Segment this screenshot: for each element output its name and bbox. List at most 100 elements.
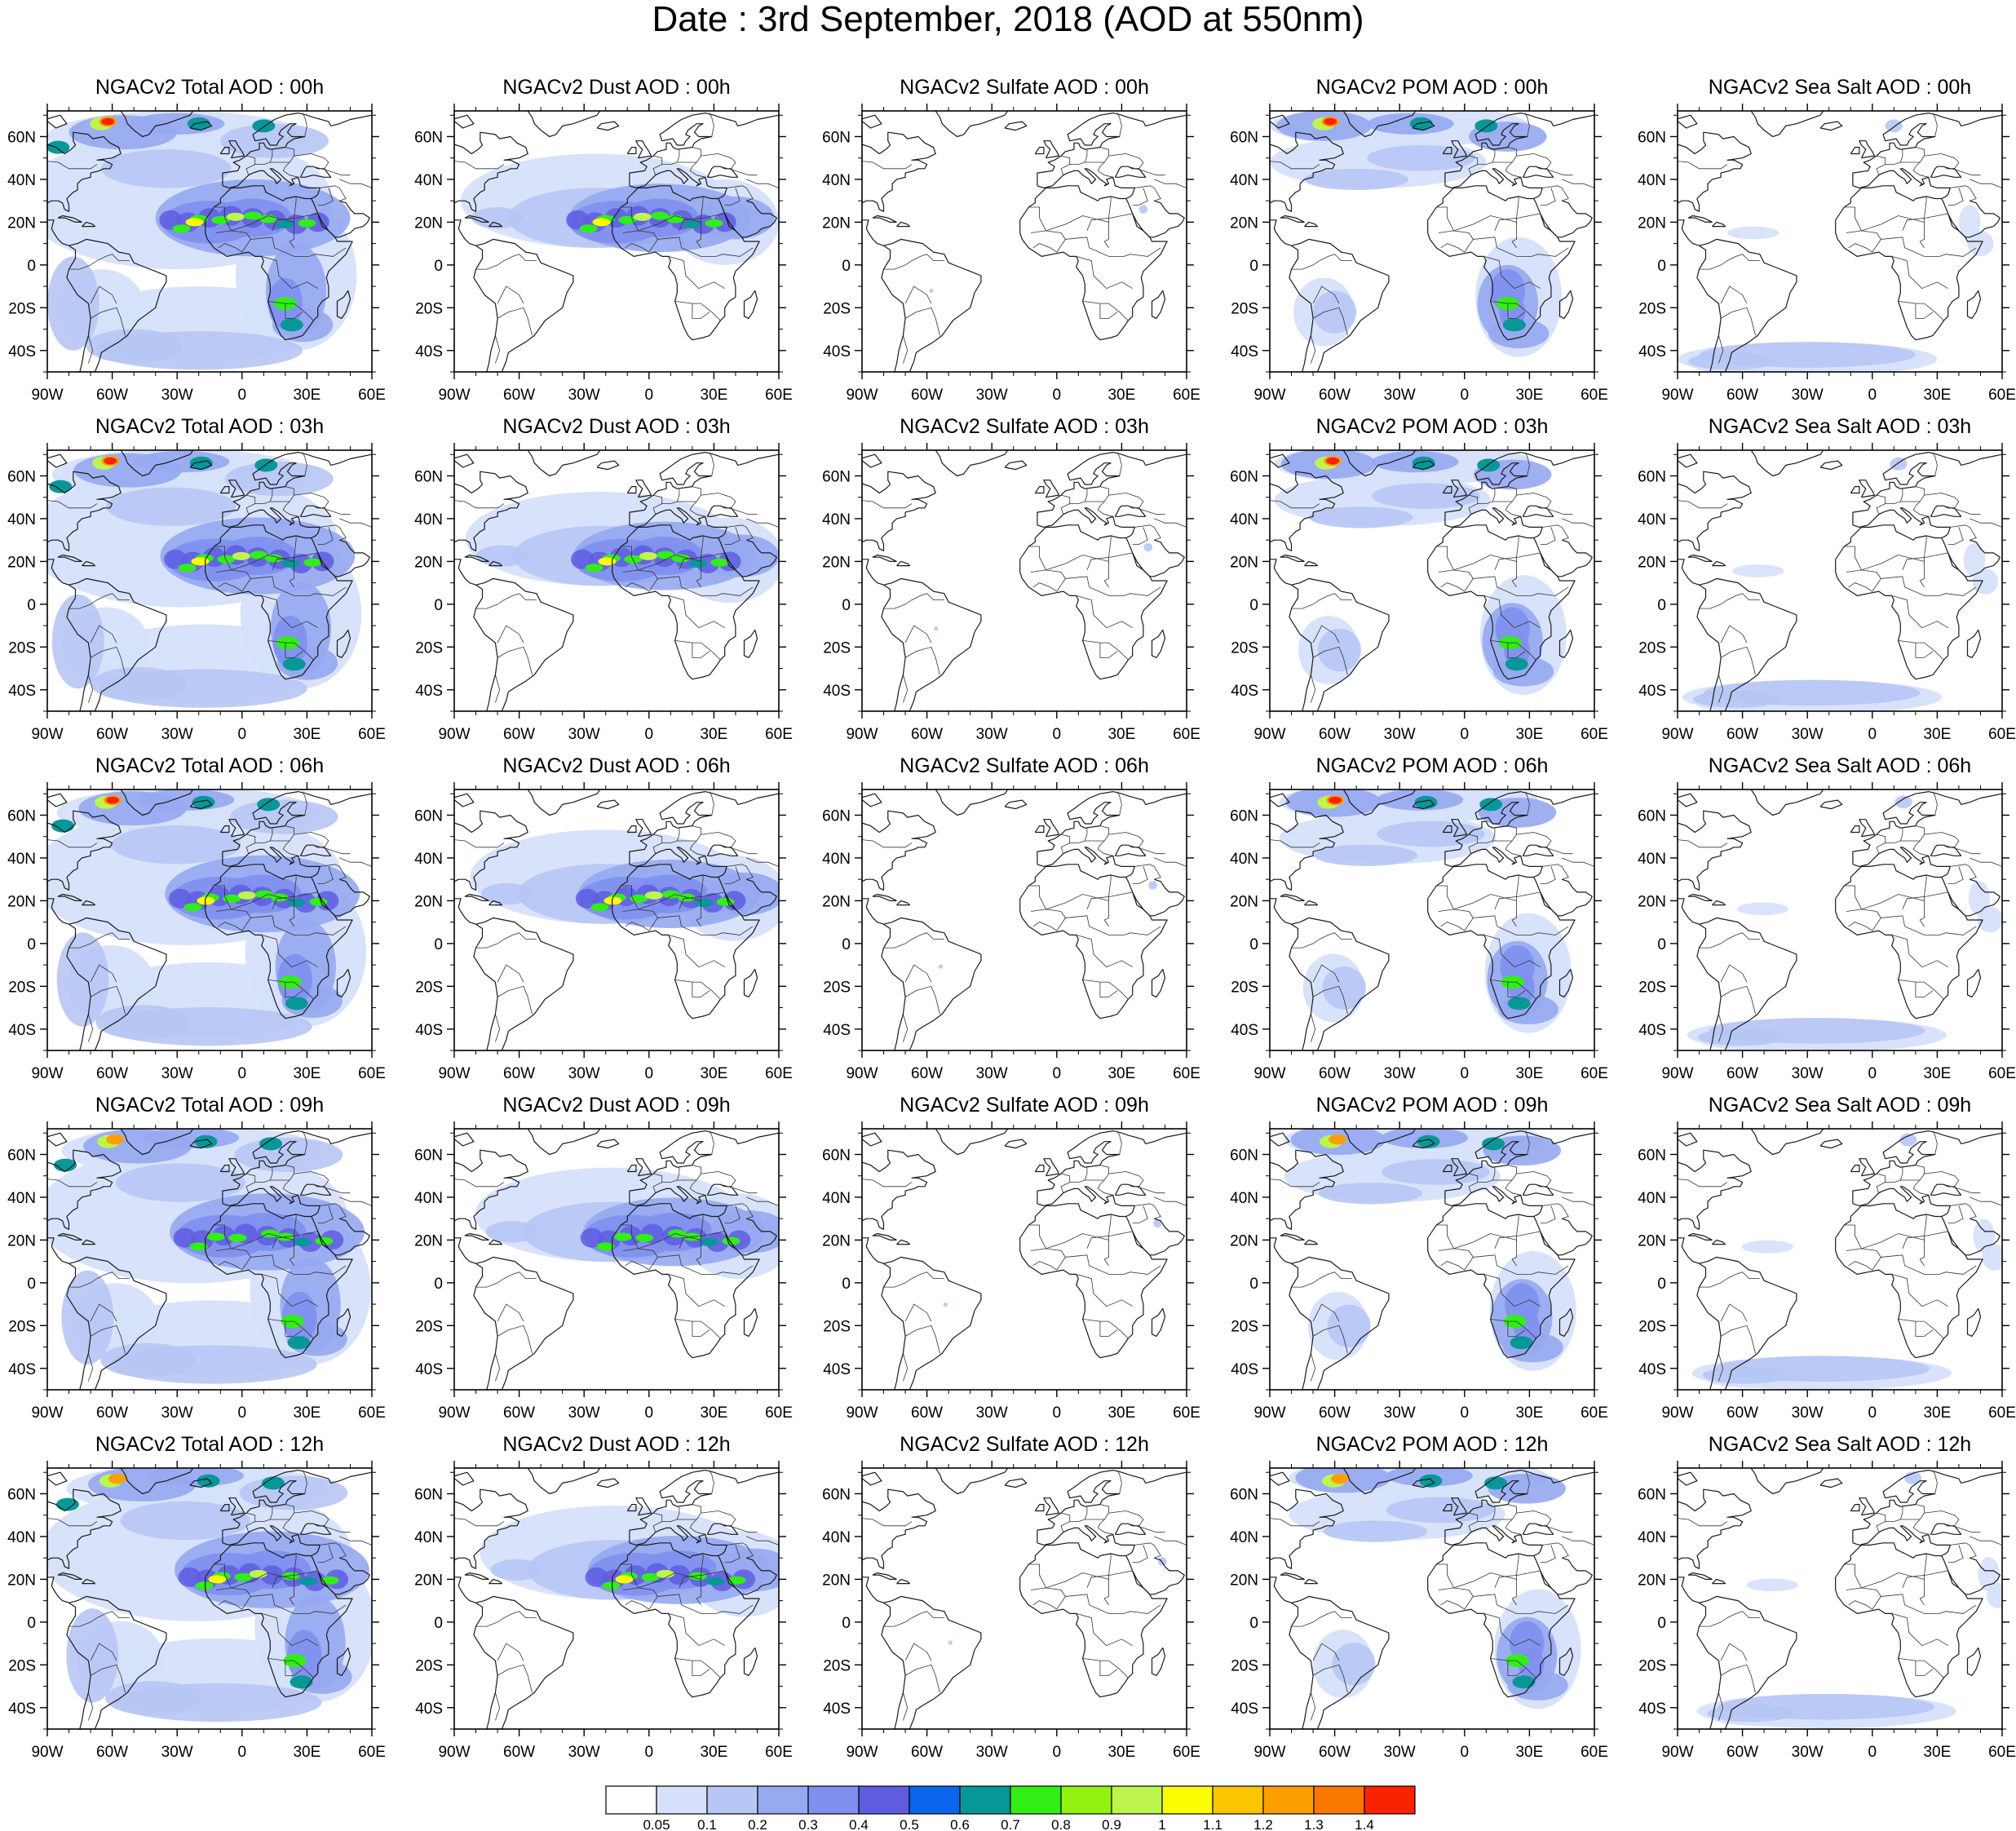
lon-tick-label: 60E xyxy=(765,387,793,404)
coastline xyxy=(1427,524,1576,680)
lon-tick-label: 60E xyxy=(1173,387,1200,404)
lon-tick-label: 90W xyxy=(1661,726,1693,743)
country-borders xyxy=(454,1470,779,1721)
country-border xyxy=(1270,1518,1320,1527)
country-border xyxy=(1699,1272,1760,1288)
country-border xyxy=(1902,1231,1948,1249)
lat-tick-label: 60N xyxy=(1638,807,1666,825)
lon-tick-label: 30E xyxy=(1923,1744,1951,1761)
coastlines xyxy=(454,450,779,711)
map-content xyxy=(1270,789,1594,1050)
map-content xyxy=(1678,111,2002,372)
map-frame xyxy=(1269,789,1595,1051)
coastline xyxy=(1522,1523,1554,1535)
country-border xyxy=(69,932,130,949)
coastline xyxy=(205,864,353,1019)
country-border xyxy=(1915,643,1934,658)
country-border xyxy=(1511,900,1517,927)
country-border xyxy=(1030,230,1161,257)
coastline xyxy=(1859,819,1876,838)
country-border xyxy=(1030,569,1161,596)
country-border xyxy=(261,595,318,629)
country-border xyxy=(317,866,334,884)
country-border xyxy=(1086,1231,1133,1249)
country-border xyxy=(1919,561,1925,588)
aod-hotspot xyxy=(228,1233,247,1242)
country-border xyxy=(1134,864,1161,880)
lon-tick-label: 30W xyxy=(1384,726,1416,743)
country-border xyxy=(4,1214,33,1225)
country-border xyxy=(289,561,294,588)
lon-tick-label: 30W xyxy=(1792,1065,1824,1082)
coastline xyxy=(489,1578,502,1585)
aod-hotspot xyxy=(237,891,256,900)
country-border xyxy=(218,918,251,931)
country-border xyxy=(475,932,537,949)
lat-tick-label: 20S xyxy=(415,979,443,996)
map-content xyxy=(47,450,372,711)
map-frame xyxy=(1269,1128,1595,1391)
map-frame xyxy=(861,449,1187,712)
panel-title: NGACv2 Sulfate AOD : 03h xyxy=(900,415,1149,438)
coastline xyxy=(1342,1468,1417,1495)
coastline xyxy=(454,114,475,129)
coastline xyxy=(1444,168,1543,200)
coastlines xyxy=(1270,1129,1594,1390)
aerosol-field xyxy=(929,205,1148,293)
country-border xyxy=(1440,918,1474,931)
country-border xyxy=(1097,840,1113,856)
aod-area xyxy=(56,932,109,1027)
country-border xyxy=(625,578,658,592)
map-frame xyxy=(453,1128,780,1391)
country-border xyxy=(1116,452,1122,476)
colorbar-swatch xyxy=(807,1785,860,1815)
coastline xyxy=(1034,486,1045,494)
country-border xyxy=(313,1523,351,1533)
lat-tick-label: 20N xyxy=(414,893,443,910)
coastline xyxy=(1852,791,2002,865)
aod-hotspot xyxy=(287,1336,311,1350)
colorbar-swatch xyxy=(605,1785,657,1815)
lat-tick-label: 60N xyxy=(822,1147,851,1164)
lat-tick-label: 0 xyxy=(1657,1276,1666,1293)
country-border xyxy=(1505,501,1521,517)
coastline xyxy=(473,577,574,711)
coastline xyxy=(1712,560,1726,567)
lat-tick-label: 40N xyxy=(1230,172,1258,189)
aod-area xyxy=(134,451,230,473)
country-border xyxy=(302,113,307,137)
lon-tick-label: 60E xyxy=(1173,1744,1200,1761)
aod-area xyxy=(696,554,719,574)
coastline xyxy=(66,1595,167,1729)
coastline xyxy=(205,524,353,680)
aod-area xyxy=(1899,1133,1917,1147)
coastline xyxy=(1342,111,1417,138)
country-border xyxy=(1084,1506,1088,1520)
country-border xyxy=(1524,1130,1530,1155)
country-border xyxy=(1490,1319,1536,1339)
country-border xyxy=(1846,909,1977,935)
map-content xyxy=(454,111,779,372)
country-border xyxy=(1898,1658,1944,1678)
aod-hotspot xyxy=(657,551,675,559)
aod-area xyxy=(1688,352,1775,370)
country-border xyxy=(720,505,758,515)
coastline xyxy=(1280,893,1305,901)
aod-area xyxy=(1317,628,1361,672)
coastline xyxy=(228,480,245,498)
country-border xyxy=(1947,188,1964,206)
lat-tick-label: 60N xyxy=(1638,129,1666,146)
map-panel-sulfate-06h: NGACv2 Sulfate AOD : 06h 90W 60W 30W 0 30E 60E… xyxy=(822,754,1200,1082)
map-frame xyxy=(453,789,780,1051)
aod-area xyxy=(120,1501,250,1541)
coastline xyxy=(1004,1478,1028,1488)
lon-tick-label: 90W xyxy=(846,1404,878,1422)
country-border xyxy=(1490,980,1536,1000)
lat-tick-label: 0 xyxy=(27,597,36,614)
country-border xyxy=(339,518,372,528)
country-border xyxy=(701,1171,736,1187)
panel-title: NGACv2 Sulfate AOD : 09h xyxy=(900,1094,1149,1117)
